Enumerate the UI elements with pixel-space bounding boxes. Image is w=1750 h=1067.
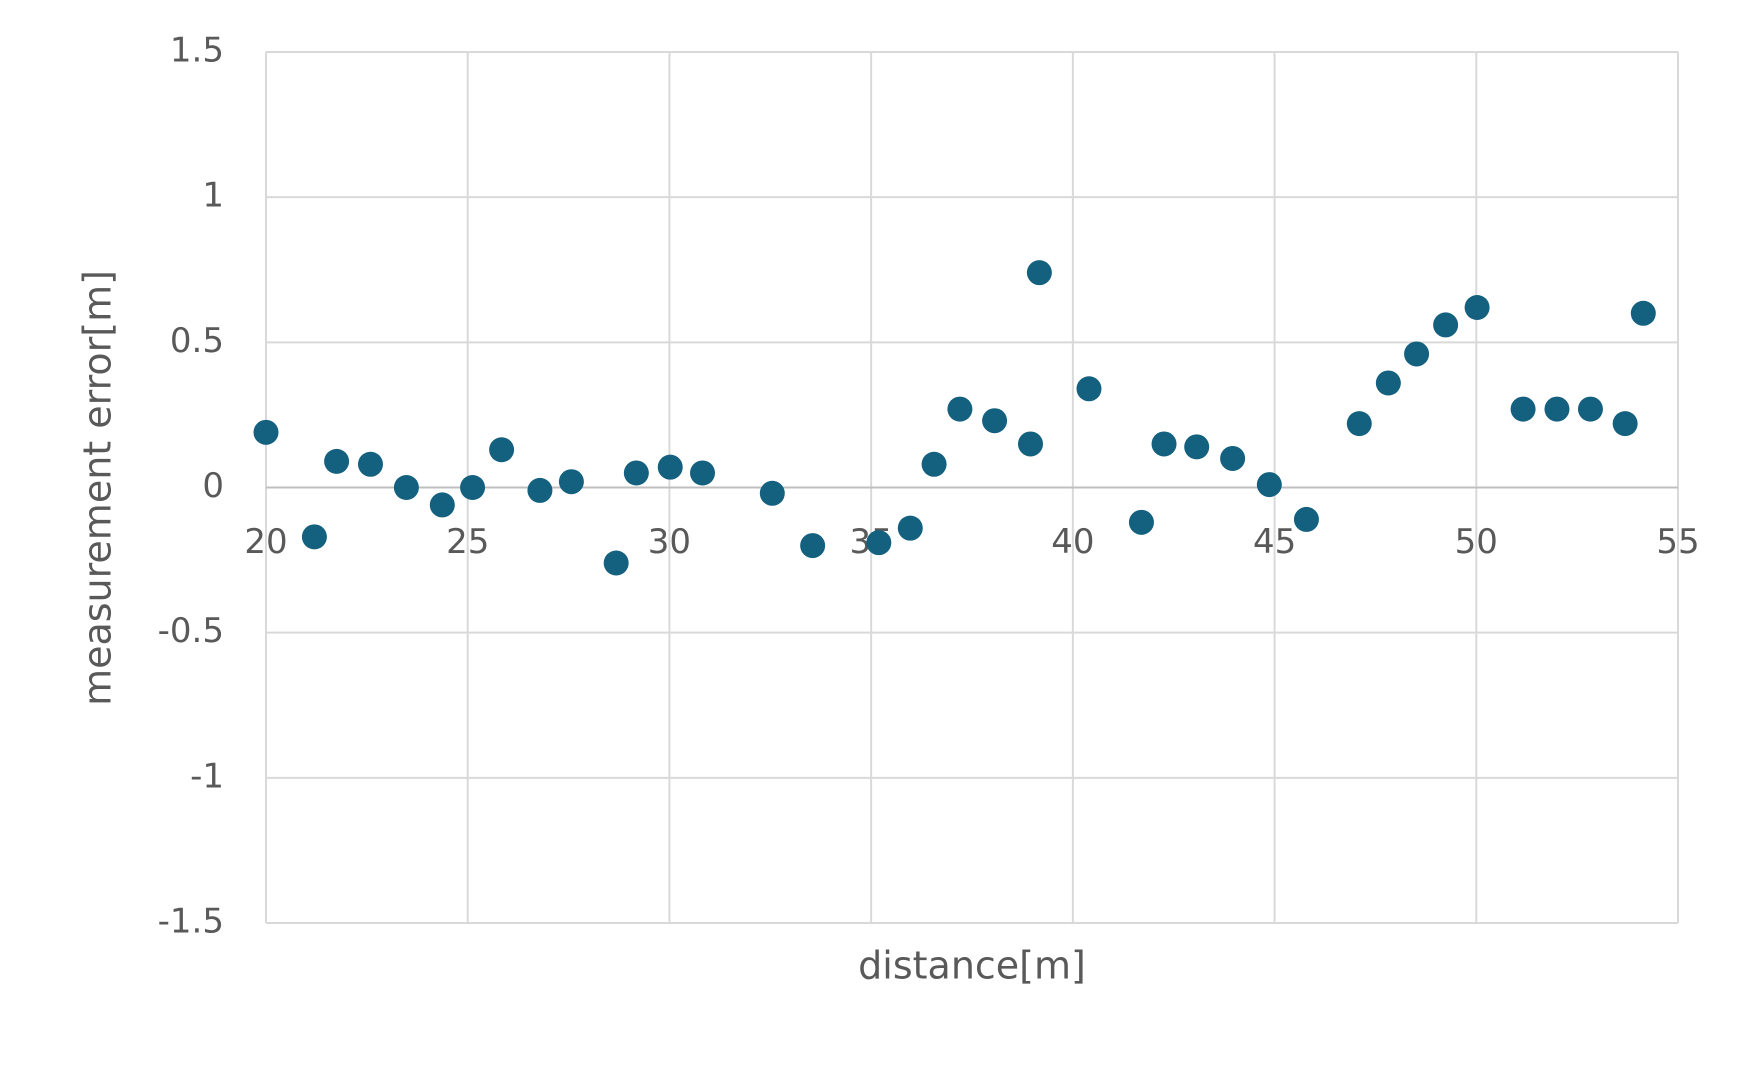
x-tick-label: 50 — [1455, 522, 1498, 562]
point — [460, 475, 486, 500]
point — [1184, 434, 1210, 460]
point — [429, 492, 455, 518]
point — [1017, 431, 1043, 457]
point — [657, 454, 683, 480]
point — [1544, 396, 1570, 422]
x-tick-label: 30 — [648, 522, 691, 562]
point — [1510, 396, 1536, 422]
x-axis-label: distance[m] — [858, 944, 1086, 988]
y-tick-label: -0.5 — [158, 611, 224, 651]
point — [357, 451, 383, 477]
point — [301, 524, 327, 550]
x-tick-label: 20 — [244, 522, 287, 562]
point — [947, 396, 973, 422]
point — [558, 469, 584, 495]
point — [866, 530, 892, 556]
y-tick-label: -1.5 — [158, 902, 224, 942]
point — [1375, 370, 1401, 396]
point — [603, 550, 629, 576]
point — [623, 460, 649, 486]
y-axis-label: measurement error[m] — [76, 270, 120, 706]
point — [1293, 506, 1319, 532]
point — [1404, 341, 1430, 367]
y-tick-label: -1 — [190, 756, 224, 796]
point — [253, 419, 279, 445]
y-tick-label: 1 — [202, 176, 224, 216]
point — [1346, 411, 1372, 437]
point — [1128, 509, 1154, 535]
point — [897, 515, 923, 541]
point — [1220, 445, 1246, 471]
y-tick-label: 0 — [202, 466, 224, 506]
point — [324, 448, 350, 474]
x-tick-label: 40 — [1051, 522, 1094, 562]
x-tick-label: 55 — [1656, 522, 1699, 562]
point — [690, 460, 716, 486]
point — [759, 480, 785, 506]
x-tick-label: 45 — [1253, 522, 1296, 562]
point — [1630, 300, 1656, 326]
point — [1256, 472, 1282, 498]
point — [527, 477, 553, 503]
point — [800, 533, 826, 559]
point — [982, 408, 1008, 434]
point — [393, 475, 419, 500]
point — [1464, 294, 1490, 320]
point — [1612, 411, 1638, 437]
point — [1577, 396, 1603, 422]
y-tick-label: 0.5 — [170, 321, 224, 361]
point — [1151, 431, 1177, 457]
point — [489, 437, 515, 463]
point — [1026, 260, 1052, 286]
x-tick-label: 25 — [446, 522, 489, 562]
point — [1076, 376, 1102, 402]
point — [1433, 312, 1459, 338]
y-tick-label: 1.5 — [170, 31, 224, 71]
point — [921, 451, 947, 477]
